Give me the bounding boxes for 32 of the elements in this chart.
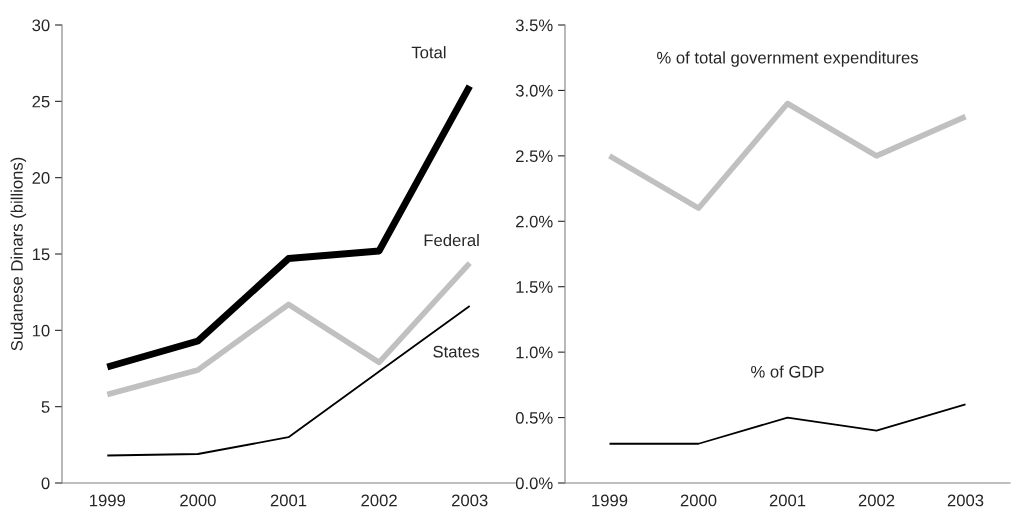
x-tick-label: 2003 [452, 494, 488, 507]
y-tick-label: 0 [41, 477, 50, 490]
y-tick-label: 20 [32, 172, 50, 184]
x-tick-label: 2001 [270, 494, 307, 507]
y-tick-label: 5 [41, 401, 50, 413]
x-tick-label: 1999 [592, 494, 628, 507]
y-axis-title: Sudanese Dinars (billions) [10, 157, 27, 351]
series-label: Federal [424, 233, 479, 247]
x-tick-label: 1999 [90, 494, 126, 507]
x-tick-label: 2002 [858, 494, 895, 507]
y-tick-label: 1.5% [516, 281, 553, 293]
y-tick-label: 0.0% [515, 477, 553, 490]
y-tick-label: 3.0% [515, 84, 553, 97]
y-tick-label: 15 [32, 248, 50, 261]
text: Total [411, 46, 446, 59]
y-tick-label: 3.5% [515, 19, 553, 32]
line-series [608, 403, 967, 445]
y-tick-label: 2.0% [516, 215, 553, 228]
y-tick-label: 30 [32, 19, 50, 32]
y-tick-label: 25 [32, 95, 50, 108]
x-tick-label: 2002 [361, 494, 397, 507]
x-tick-label: 2000 [680, 494, 717, 507]
y-tick-label: 1.0% [516, 346, 553, 359]
text: % of GDP [751, 365, 824, 378]
x-tick-label: 2000 [180, 494, 216, 507]
y-tick-label: 10 [32, 324, 50, 337]
y-tick-label: 0.5% [515, 411, 553, 424]
y-tick-label: 2.5% [516, 150, 553, 163]
x-tick-label: 2003 [947, 494, 984, 507]
series-label: States [433, 345, 480, 358]
text: % of total government expenditures [657, 51, 918, 67]
x-tick-label: 2001 [769, 494, 806, 507]
